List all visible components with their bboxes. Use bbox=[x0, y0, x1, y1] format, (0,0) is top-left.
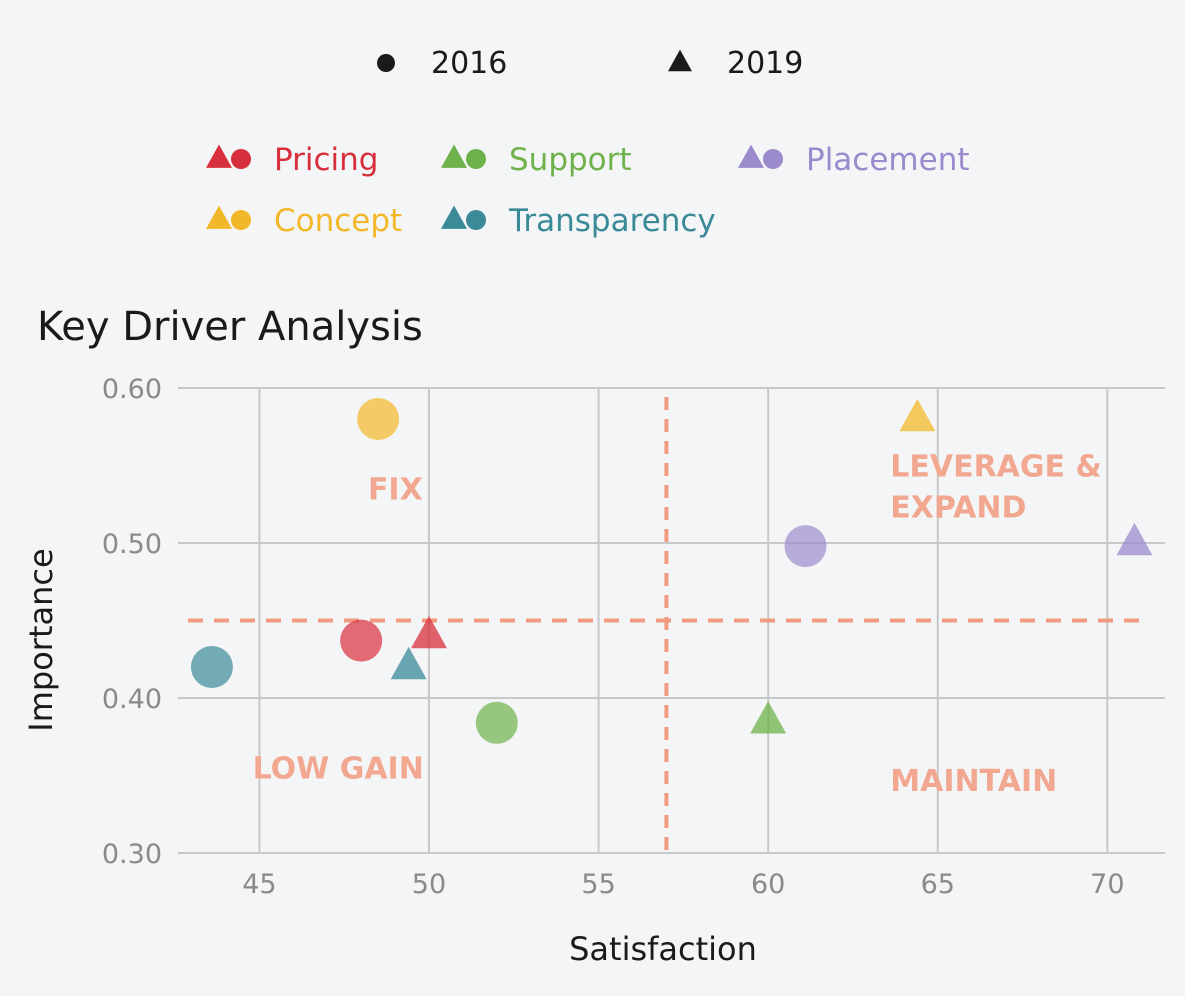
point-concept-2016 bbox=[357, 398, 400, 440]
legend-concept-circle-icon bbox=[231, 210, 251, 230]
legend-placement-circle-icon bbox=[763, 149, 783, 169]
legend-support-triangle-icon bbox=[441, 144, 467, 168]
x-tick-label: 45 bbox=[242, 869, 276, 900]
quadrant-label-leverage-expand: EXPAND bbox=[890, 490, 1026, 525]
point-pricing-2019 bbox=[410, 615, 447, 649]
point-placement-2016 bbox=[784, 525, 827, 568]
legend-2019-triangle-icon bbox=[668, 49, 692, 72]
quadrant-label-leverage-expand: LEVERAGE & bbox=[890, 449, 1101, 484]
legend-pricing-label: Pricing bbox=[274, 142, 379, 178]
quadrant-label-low-gain: LOW GAIN bbox=[253, 752, 424, 787]
legend-2016-label: 2016 bbox=[431, 46, 507, 81]
y-tick-label: 0.40 bbox=[102, 684, 162, 715]
point-concept-2019 bbox=[899, 398, 936, 432]
point-support-2016 bbox=[475, 701, 518, 744]
point-placement-2019 bbox=[1116, 522, 1153, 556]
legend-transparency-label: Transparency bbox=[508, 203, 716, 239]
legend-support-circle-icon bbox=[466, 149, 486, 169]
x-tick-label: 50 bbox=[412, 869, 446, 900]
legend-2019-label: 2019 bbox=[727, 46, 803, 81]
point-transparency-2016 bbox=[190, 646, 233, 688]
y-tick-label: 0.30 bbox=[102, 839, 162, 870]
legend-concept-triangle-icon bbox=[206, 205, 232, 229]
legend-pricing-circle-icon bbox=[231, 149, 251, 169]
x-tick-label: 60 bbox=[751, 869, 785, 900]
legend-placement-label: Placement bbox=[806, 142, 970, 178]
x-tick-label: 55 bbox=[581, 869, 615, 900]
legend-placement-triangle-icon bbox=[738, 144, 764, 168]
legend-concept-label: Concept bbox=[274, 203, 402, 239]
legend-transparency-triangle-icon bbox=[441, 205, 467, 229]
legend-support-label: Support bbox=[509, 142, 632, 178]
x-axis-label: Satisfaction bbox=[569, 930, 757, 968]
x-tick-label: 70 bbox=[1090, 869, 1124, 900]
quadrant-label-maintain: MAINTAIN bbox=[890, 764, 1057, 799]
legend-pricing-triangle-icon bbox=[206, 144, 232, 168]
x-tick-label: 65 bbox=[921, 869, 955, 900]
point-support-2019 bbox=[750, 701, 787, 734]
y-tick-label: 0.50 bbox=[102, 529, 162, 560]
legend-transparency-circle-icon bbox=[466, 210, 486, 230]
point-pricing-2016 bbox=[340, 619, 383, 662]
legend-2016-circle-icon bbox=[377, 54, 395, 72]
point-transparency-2019 bbox=[390, 646, 427, 680]
chart-title: Key Driver Analysis bbox=[37, 304, 423, 350]
quadrant-label-fix: FIX bbox=[368, 473, 423, 508]
y-tick-label: 0.60 bbox=[102, 374, 162, 405]
y-axis-label: Importance bbox=[22, 548, 60, 731]
